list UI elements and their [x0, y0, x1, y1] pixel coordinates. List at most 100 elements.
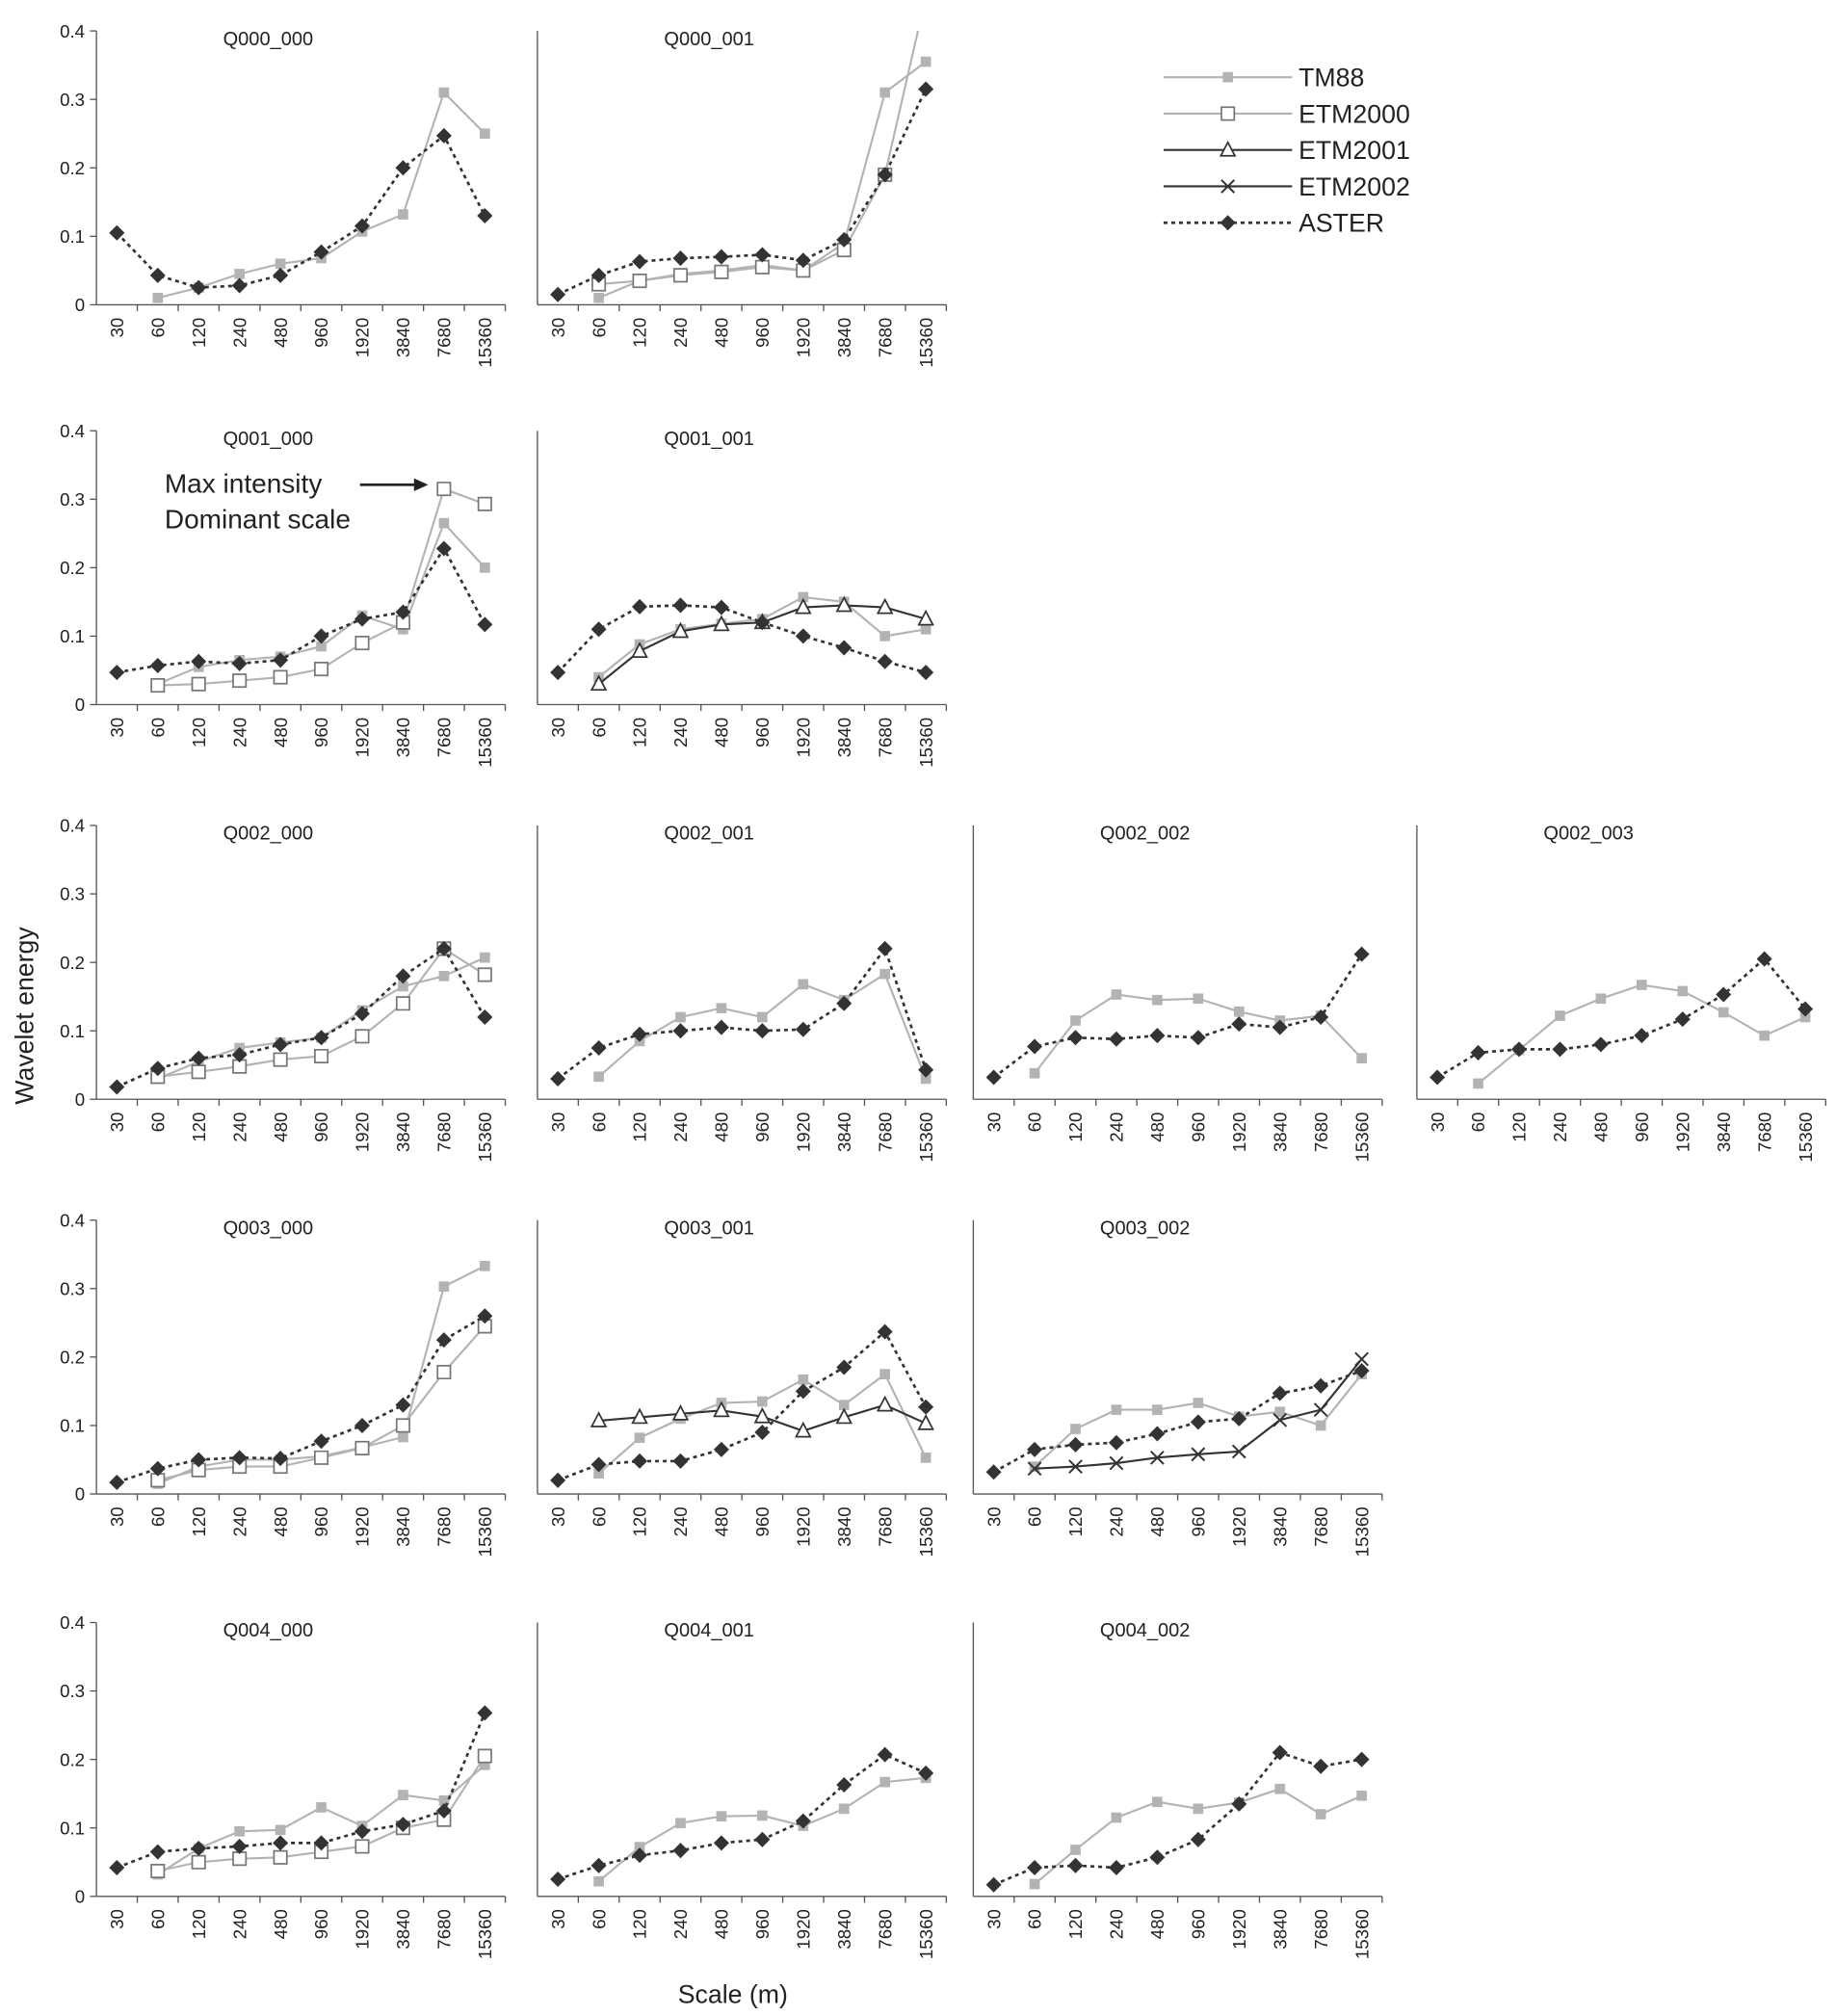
data-point: [877, 167, 893, 183]
data-point: [798, 1374, 809, 1385]
panel-title: Q002_000: [223, 824, 314, 845]
panel-title: Q002_002: [1100, 824, 1191, 845]
data-point: [273, 267, 289, 283]
data-point: [149, 267, 166, 283]
x-tick-label: 7680: [434, 1113, 455, 1153]
data-point: [1354, 1351, 1369, 1367]
x-axis-label: Scale (m): [678, 1980, 788, 2009]
data-point: [395, 1817, 411, 1833]
y-tick-label: 0.4: [60, 421, 85, 441]
x-tick-label: 240: [229, 1113, 249, 1142]
data-point: [631, 641, 648, 658]
y-tick-label: 0.3: [60, 489, 85, 510]
plot-area: [550, 31, 934, 303]
x-tick-label: 120: [1065, 1909, 1086, 1939]
data-point: [191, 1452, 207, 1468]
data-point: [1068, 1459, 1083, 1474]
data-point: [1152, 994, 1163, 1006]
x-tick-label: 15360: [916, 718, 936, 768]
data-point: [1067, 1030, 1084, 1046]
data-point: [1193, 993, 1204, 1005]
x-tick-label: 1920: [1229, 1909, 1249, 1950]
data-point: [314, 1450, 329, 1465]
data-point: [1272, 1385, 1288, 1401]
x-tick-label: 480: [712, 1113, 732, 1142]
data-point: [354, 635, 370, 651]
x-tick-label: 960: [311, 1909, 331, 1939]
x-tick-label: 1920: [793, 1909, 813, 1950]
legend-marker: [1220, 215, 1236, 231]
data-point: [191, 1050, 207, 1066]
data-point: [713, 599, 729, 615]
data-point: [395, 1418, 410, 1433]
x-tick-label: 960: [1632, 1113, 1652, 1142]
data-point: [1111, 1812, 1122, 1823]
y-tick-label: 0: [75, 694, 85, 715]
data-point: [1190, 1831, 1206, 1847]
plot-area: [985, 1744, 1370, 1893]
x-tick-label: 3840: [393, 318, 413, 358]
x-tick-label: 240: [670, 1909, 691, 1939]
data-point: [273, 669, 288, 685]
data-point: [1191, 1447, 1206, 1462]
data-point: [590, 621, 607, 638]
data-point: [985, 1464, 1002, 1480]
x-tick-label: 960: [752, 1909, 773, 1939]
data-point: [1756, 951, 1772, 967]
data-point: [1067, 1436, 1084, 1453]
data-point: [713, 249, 729, 265]
data-point: [757, 1810, 768, 1821]
data-point: [918, 1399, 934, 1415]
x-tick-label: 15360: [916, 318, 936, 368]
series-line: [557, 1329, 928, 1482]
data-point: [1313, 1008, 1329, 1025]
y-tick-label: 0.1: [60, 226, 85, 247]
data-point: [1190, 1414, 1206, 1430]
data-point: [593, 1875, 604, 1887]
data-point: [1150, 1450, 1165, 1465]
x-tick-label: 7680: [1311, 1909, 1331, 1950]
data-point: [438, 1281, 450, 1293]
data-point: [395, 1397, 411, 1413]
x-tick-label: 960: [752, 1113, 773, 1142]
data-point: [1108, 1859, 1124, 1875]
data-point: [590, 674, 608, 692]
x-tick-label: 120: [1065, 1113, 1086, 1142]
data-point: [632, 273, 647, 289]
data-point: [985, 1876, 1002, 1893]
panel: 0 0.1 0.2 0.3 0.4 30 60 120 240 480 960 1920 3840 768…: [60, 421, 507, 768]
x-tick-label: 480: [712, 318, 732, 348]
x-tick-label: 60: [589, 1909, 609, 1929]
series-line: [597, 1776, 927, 1882]
data-point: [1353, 946, 1370, 962]
series-line: [992, 953, 1363, 1079]
y-tick-label: 0.4: [60, 1210, 85, 1230]
series-line: [116, 1712, 486, 1870]
data-point: [1231, 1410, 1247, 1427]
data-point: [672, 1843, 689, 1859]
data-point: [354, 1417, 371, 1433]
x-tick-label: 960: [311, 718, 331, 747]
data-point: [1634, 1028, 1650, 1044]
data-point: [877, 1746, 893, 1763]
data-point: [1233, 1006, 1245, 1017]
data-point: [1677, 985, 1689, 997]
x-tick-label: 240: [229, 1909, 249, 1939]
x-tick-label: 3840: [1270, 1113, 1290, 1153]
x-tick-label: 1920: [353, 718, 373, 758]
data-point: [275, 258, 286, 270]
y-tick-label: 0.4: [60, 21, 85, 41]
data-point: [234, 269, 245, 279]
x-tick-label: 30: [107, 318, 127, 338]
plot-area: [109, 87, 493, 303]
data-point: [795, 1421, 812, 1438]
x-tick-label: 120: [189, 718, 209, 747]
data-point: [632, 1453, 648, 1469]
series-line: [157, 521, 486, 686]
data-point: [109, 1474, 125, 1490]
data-point: [920, 56, 931, 67]
plot-area: [985, 1351, 1370, 1480]
data-point: [316, 1802, 327, 1813]
x-tick-label: 60: [589, 1113, 609, 1133]
